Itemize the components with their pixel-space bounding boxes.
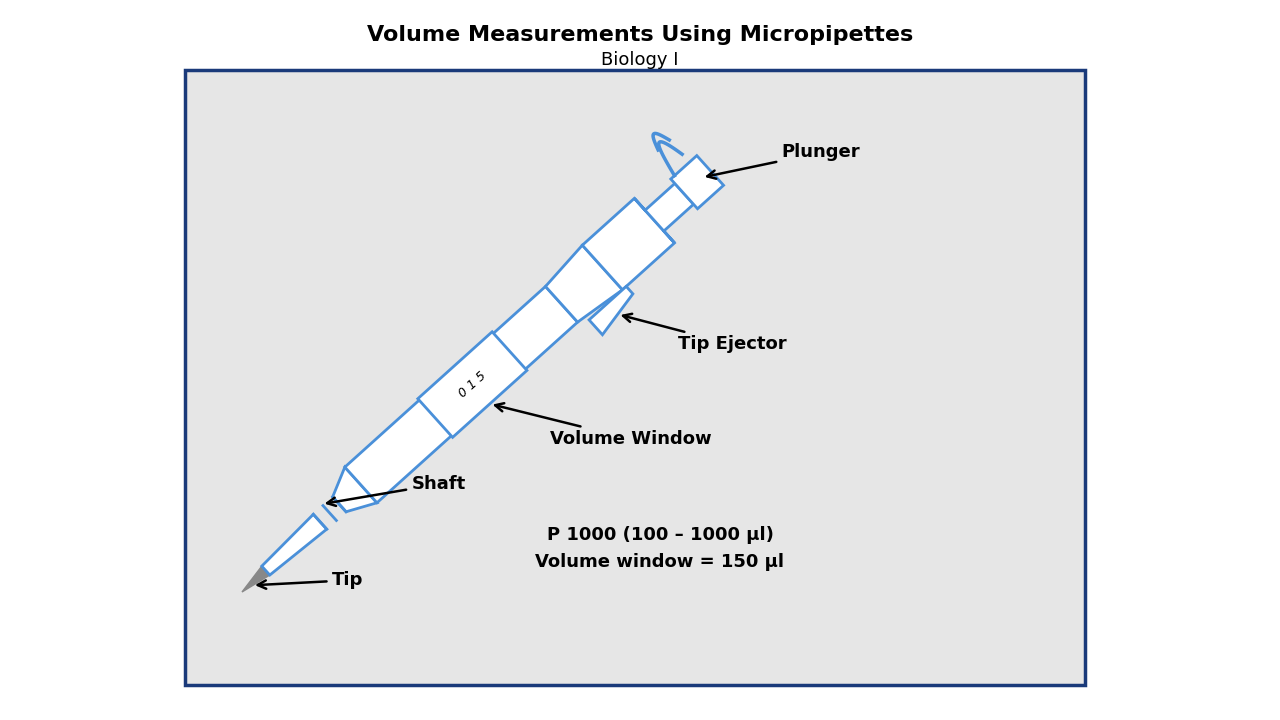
Polygon shape (344, 287, 577, 503)
Polygon shape (671, 156, 723, 209)
Text: Plunger: Plunger (708, 143, 860, 179)
Text: Tip Ejector: Tip Ejector (623, 314, 786, 354)
Text: Volume Window: Volume Window (495, 403, 712, 448)
Polygon shape (242, 566, 270, 592)
Text: Shaft: Shaft (328, 475, 466, 506)
Polygon shape (582, 198, 675, 289)
Polygon shape (635, 184, 694, 243)
Polygon shape (589, 287, 632, 335)
Polygon shape (417, 332, 527, 437)
Text: Volume window = 150 μl: Volume window = 150 μl (535, 553, 785, 571)
Text: P 1000 (100 – 1000 μl): P 1000 (100 – 1000 μl) (547, 526, 773, 544)
Text: 0 1 5: 0 1 5 (456, 369, 489, 400)
FancyBboxPatch shape (186, 70, 1085, 685)
Polygon shape (262, 514, 326, 575)
Polygon shape (333, 467, 378, 512)
Text: Volume Measurements Using Micropipettes: Volume Measurements Using Micropipettes (367, 25, 913, 45)
Text: Tip: Tip (257, 571, 364, 589)
Polygon shape (545, 246, 622, 322)
Text: Biology I: Biology I (602, 51, 678, 69)
